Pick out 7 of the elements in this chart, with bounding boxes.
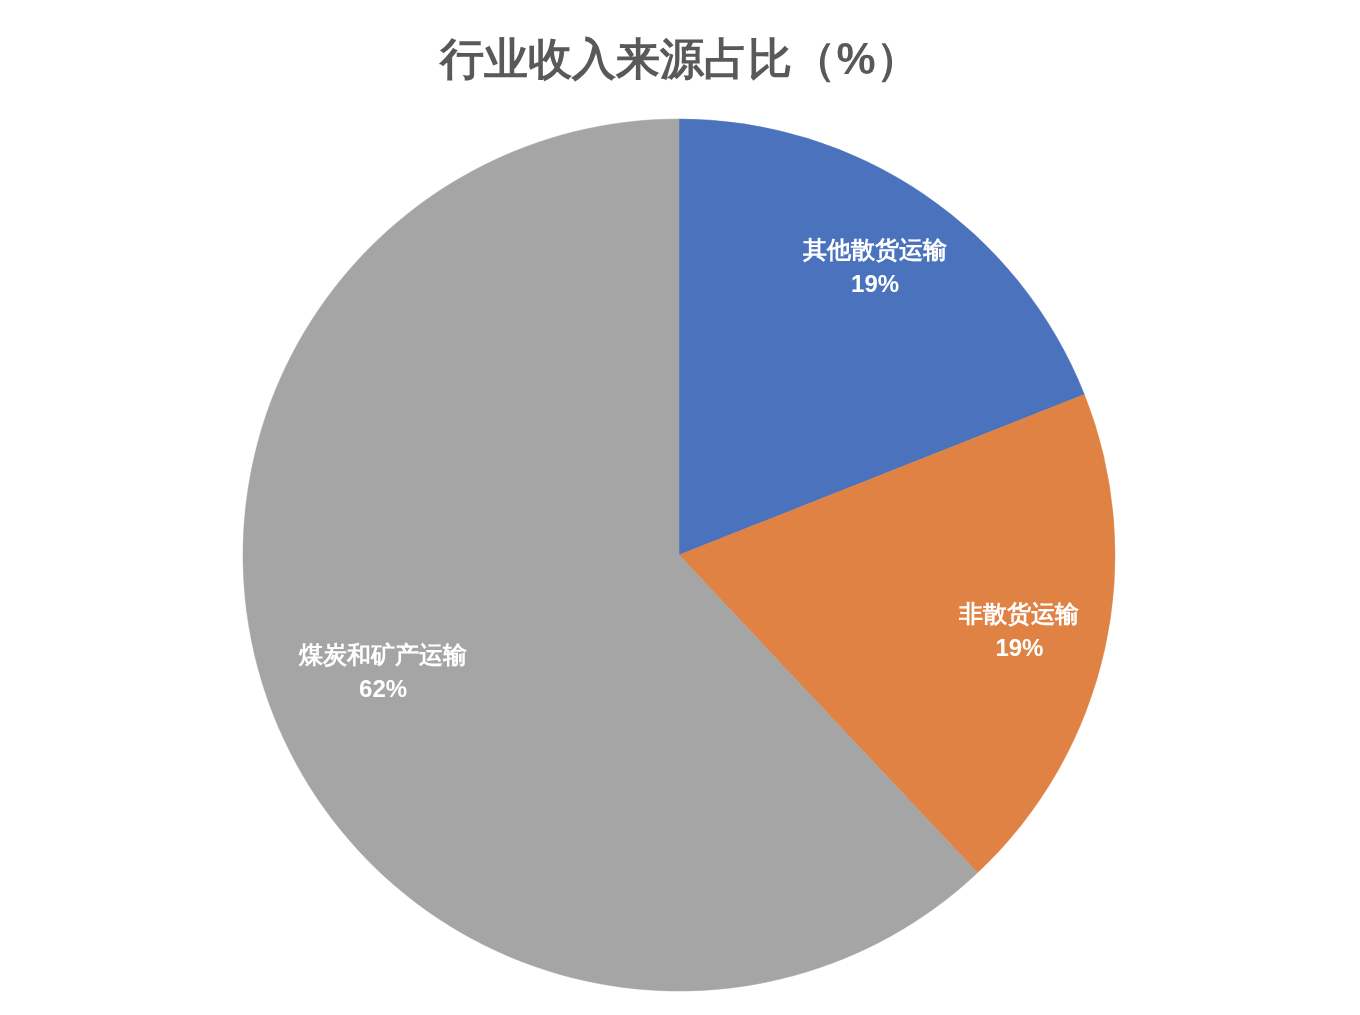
data-label: 19% [851, 269, 900, 297]
data-label: 62% [359, 675, 408, 703]
slice-label: 煤炭和矿产运输 [298, 641, 469, 669]
data-label: 19% [995, 634, 1044, 662]
chart-title: 行业收入来源占比（%） [438, 34, 920, 83]
slice-label: 其他散货运输 [802, 235, 949, 263]
slice-label: 非散货运输 [958, 600, 1081, 628]
